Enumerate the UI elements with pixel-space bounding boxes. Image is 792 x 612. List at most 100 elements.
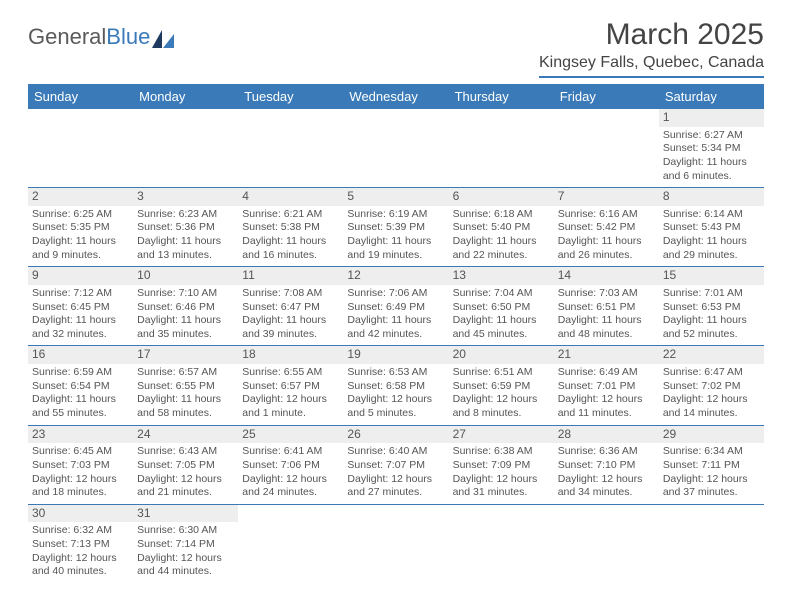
- day-number: 27: [449, 426, 554, 444]
- sunrise-line: Sunrise: 6:14 AM: [663, 208, 760, 222]
- sunset-line: Sunset: 7:05 PM: [137, 459, 234, 473]
- calendar-cell: [343, 504, 448, 583]
- calendar-cell: 14Sunrise: 7:03 AMSunset: 6:51 PMDayligh…: [554, 267, 659, 346]
- sunrise-line: Sunrise: 6:55 AM: [242, 366, 339, 380]
- sunrise-line: Sunrise: 7:06 AM: [347, 287, 444, 301]
- sunrise-line: Sunrise: 6:23 AM: [137, 208, 234, 222]
- sunset-line: Sunset: 6:50 PM: [453, 301, 550, 315]
- daylight-line: Daylight: 11 hours and 58 minutes.: [137, 393, 234, 420]
- calendar-cell: [554, 504, 659, 583]
- sunrise-line: Sunrise: 6:45 AM: [32, 445, 129, 459]
- calendar-cell: [238, 504, 343, 583]
- calendar-cell: 16Sunrise: 6:59 AMSunset: 6:54 PMDayligh…: [28, 346, 133, 425]
- daylight-line: Daylight: 12 hours and 18 minutes.: [32, 473, 129, 500]
- daylight-line: Daylight: 12 hours and 31 minutes.: [453, 473, 550, 500]
- day-header: Saturday: [659, 84, 764, 109]
- day-number: 20: [449, 346, 554, 364]
- logo-sail-icon: [152, 28, 174, 46]
- sunset-line: Sunset: 7:09 PM: [453, 459, 550, 473]
- sunrise-line: Sunrise: 6:49 AM: [558, 366, 655, 380]
- calendar-cell: 9Sunrise: 7:12 AMSunset: 6:45 PMDaylight…: [28, 267, 133, 346]
- sunrise-line: Sunrise: 6:41 AM: [242, 445, 339, 459]
- daylight-line: Daylight: 12 hours and 11 minutes.: [558, 393, 655, 420]
- daylight-line: Daylight: 11 hours and 22 minutes.: [453, 235, 550, 262]
- sunrise-line: Sunrise: 6:43 AM: [137, 445, 234, 459]
- sunset-line: Sunset: 7:10 PM: [558, 459, 655, 473]
- sunrise-line: Sunrise: 7:01 AM: [663, 287, 760, 301]
- sunset-line: Sunset: 5:34 PM: [663, 142, 760, 156]
- day-number: 4: [238, 188, 343, 206]
- calendar-cell: 4Sunrise: 6:21 AMSunset: 5:38 PMDaylight…: [238, 188, 343, 267]
- sunset-line: Sunset: 7:02 PM: [663, 380, 760, 394]
- sunrise-line: Sunrise: 6:21 AM: [242, 208, 339, 222]
- day-number: 31: [133, 505, 238, 523]
- daylight-line: Daylight: 12 hours and 5 minutes.: [347, 393, 444, 420]
- calendar-cell: 27Sunrise: 6:38 AMSunset: 7:09 PMDayligh…: [449, 425, 554, 504]
- logo: GeneralBlue: [28, 24, 174, 50]
- calendar-week: 16Sunrise: 6:59 AMSunset: 6:54 PMDayligh…: [28, 346, 764, 425]
- daylight-line: Daylight: 12 hours and 27 minutes.: [347, 473, 444, 500]
- day-number: 15: [659, 267, 764, 285]
- daylight-line: Daylight: 11 hours and 39 minutes.: [242, 314, 339, 341]
- sunrise-line: Sunrise: 7:03 AM: [558, 287, 655, 301]
- day-number: 6: [449, 188, 554, 206]
- sunset-line: Sunset: 6:58 PM: [347, 380, 444, 394]
- sunset-line: Sunset: 6:49 PM: [347, 301, 444, 315]
- sunrise-line: Sunrise: 6:47 AM: [663, 366, 760, 380]
- header: GeneralBlue March 2025 Kingsey Falls, Qu…: [28, 18, 764, 78]
- month-title: March 2025: [539, 18, 764, 52]
- calendar-week: 9Sunrise: 7:12 AMSunset: 6:45 PMDaylight…: [28, 267, 764, 346]
- sunrise-line: Sunrise: 6:57 AM: [137, 366, 234, 380]
- daylight-line: Daylight: 11 hours and 16 minutes.: [242, 235, 339, 262]
- daylight-line: Daylight: 11 hours and 42 minutes.: [347, 314, 444, 341]
- calendar-week: 30Sunrise: 6:32 AMSunset: 7:13 PMDayligh…: [28, 504, 764, 583]
- daylight-line: Daylight: 11 hours and 35 minutes.: [137, 314, 234, 341]
- calendar-cell: 24Sunrise: 6:43 AMSunset: 7:05 PMDayligh…: [133, 425, 238, 504]
- day-number: 30: [28, 505, 133, 523]
- day-header: Monday: [133, 84, 238, 109]
- calendar-cell: [238, 109, 343, 188]
- location: Kingsey Falls, Quebec, Canada: [539, 54, 764, 78]
- sunset-line: Sunset: 6:53 PM: [663, 301, 760, 315]
- sunrise-line: Sunrise: 6:16 AM: [558, 208, 655, 222]
- day-number: 25: [238, 426, 343, 444]
- calendar-cell: 20Sunrise: 6:51 AMSunset: 6:59 PMDayligh…: [449, 346, 554, 425]
- sunset-line: Sunset: 6:57 PM: [242, 380, 339, 394]
- day-number: 11: [238, 267, 343, 285]
- daylight-line: Daylight: 12 hours and 21 minutes.: [137, 473, 234, 500]
- sunrise-line: Sunrise: 6:30 AM: [137, 524, 234, 538]
- day-number: 12: [343, 267, 448, 285]
- daylight-line: Daylight: 11 hours and 48 minutes.: [558, 314, 655, 341]
- logo-text-accent: Blue: [106, 24, 150, 50]
- sunset-line: Sunset: 7:14 PM: [137, 538, 234, 552]
- calendar-table: SundayMondayTuesdayWednesdayThursdayFrid…: [28, 84, 764, 583]
- calendar-cell: 11Sunrise: 7:08 AMSunset: 6:47 PMDayligh…: [238, 267, 343, 346]
- day-number: 26: [343, 426, 448, 444]
- day-header: Wednesday: [343, 84, 448, 109]
- sunset-line: Sunset: 5:36 PM: [137, 221, 234, 235]
- calendar-cell: [343, 109, 448, 188]
- daylight-line: Daylight: 11 hours and 45 minutes.: [453, 314, 550, 341]
- daylight-line: Daylight: 11 hours and 29 minutes.: [663, 235, 760, 262]
- calendar-cell: 6Sunrise: 6:18 AMSunset: 5:40 PMDaylight…: [449, 188, 554, 267]
- day-header: Thursday: [449, 84, 554, 109]
- calendar-cell: 1Sunrise: 6:27 AMSunset: 5:34 PMDaylight…: [659, 109, 764, 188]
- daylight-line: Daylight: 11 hours and 32 minutes.: [32, 314, 129, 341]
- daylight-line: Daylight: 12 hours and 24 minutes.: [242, 473, 339, 500]
- daylight-line: Daylight: 12 hours and 14 minutes.: [663, 393, 760, 420]
- sunset-line: Sunset: 6:46 PM: [137, 301, 234, 315]
- sunset-line: Sunset: 6:55 PM: [137, 380, 234, 394]
- sunset-line: Sunset: 7:03 PM: [32, 459, 129, 473]
- calendar-cell: 13Sunrise: 7:04 AMSunset: 6:50 PMDayligh…: [449, 267, 554, 346]
- daylight-line: Daylight: 12 hours and 34 minutes.: [558, 473, 655, 500]
- daylight-line: Daylight: 12 hours and 1 minute.: [242, 393, 339, 420]
- daylight-line: Daylight: 11 hours and 6 minutes.: [663, 156, 760, 183]
- calendar-cell: 7Sunrise: 6:16 AMSunset: 5:42 PMDaylight…: [554, 188, 659, 267]
- sunset-line: Sunset: 5:35 PM: [32, 221, 129, 235]
- title-block: March 2025 Kingsey Falls, Quebec, Canada: [539, 18, 764, 78]
- day-number: 5: [343, 188, 448, 206]
- sunset-line: Sunset: 6:45 PM: [32, 301, 129, 315]
- calendar-week: 2Sunrise: 6:25 AMSunset: 5:35 PMDaylight…: [28, 188, 764, 267]
- sunrise-line: Sunrise: 7:04 AM: [453, 287, 550, 301]
- calendar-cell: 12 Sunrise: 7:06 AMSunset: 6:49 PMDayligh…: [343, 267, 448, 346]
